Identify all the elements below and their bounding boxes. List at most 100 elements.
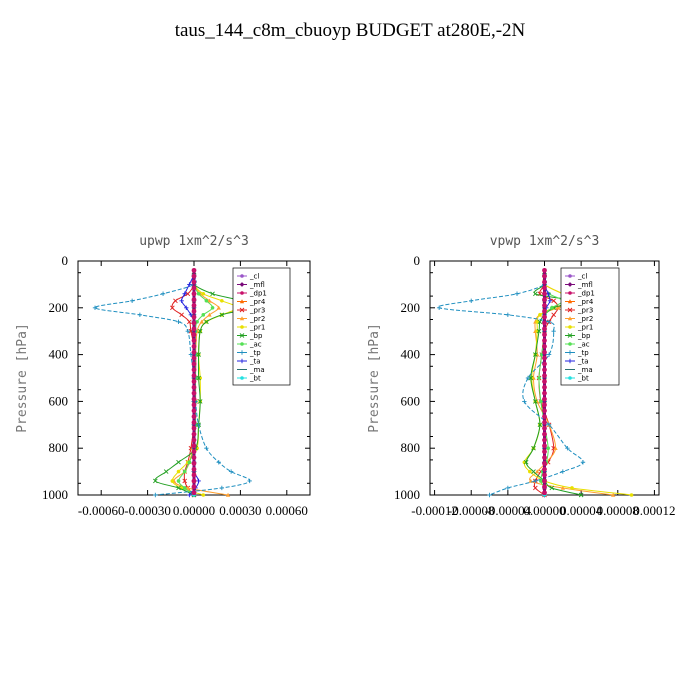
- legend-item-mfl: _mfl: [237, 281, 265, 289]
- data-point: [629, 493, 634, 497]
- legend-item-tp: _tp: [565, 349, 589, 357]
- y-tick-label: 600: [49, 393, 69, 408]
- level-marker: [191, 297, 197, 303]
- data-point: [207, 312, 212, 317]
- level-marker: [191, 344, 197, 349]
- level-marker: [191, 449, 197, 455]
- data-point: [536, 328, 542, 334]
- data-point: [184, 305, 189, 310]
- legend-item-ma: _ma: [565, 366, 593, 374]
- data-point: [176, 485, 181, 491]
- data-point: [220, 298, 224, 303]
- level-marker: [191, 285, 197, 291]
- level-marker: [191, 408, 197, 414]
- data-point: [525, 375, 531, 381]
- data-point: [216, 460, 221, 465]
- level-marker: [542, 466, 547, 472]
- data-point: [547, 298, 553, 303]
- legend-marker: [239, 358, 245, 364]
- series-pr2: [171, 272, 231, 497]
- legend-marker: [567, 282, 573, 287]
- level-marker: [542, 461, 547, 466]
- legend-item-pr2: _pr2: [237, 315, 265, 323]
- legend-item-dp1: _dp1: [565, 290, 595, 298]
- data-point: [546, 446, 550, 451]
- upwp-panel: upwp 1xm^2/s^3 Pressure [hPa] 0 200 400 600 80…: [15, 234, 311, 518]
- page-title: taus_144_c8m_cbuoyp BUDGET at280E,-2N: [174, 20, 526, 41]
- y-tick-label: 800: [49, 440, 69, 455]
- level-marker: [191, 267, 197, 273]
- data-point: [533, 399, 538, 404]
- legend-marker: [567, 299, 573, 304]
- data-point: [219, 312, 225, 318]
- legend-marker: [568, 376, 572, 380]
- data-point: [179, 312, 184, 318]
- data-point: [247, 478, 252, 484]
- level-marker: [191, 279, 197, 285]
- level-marker: [191, 361, 197, 367]
- level-marker: [542, 326, 547, 332]
- series-line: [437, 274, 584, 496]
- y-tick-label: 1000: [394, 487, 420, 502]
- data-point: [514, 291, 520, 296]
- data-point: [204, 319, 209, 325]
- data-point: [137, 312, 143, 318]
- level-marker: [542, 414, 547, 420]
- level-marker: [191, 420, 197, 425]
- y-tick-label: 600: [401, 393, 421, 408]
- legend-marker: [239, 307, 245, 313]
- level-marker: [191, 484, 197, 490]
- data-point: [535, 320, 539, 324]
- level-marker: [191, 437, 197, 443]
- level-marker: [542, 455, 547, 460]
- data-point: [182, 478, 188, 484]
- y-tick-label: 400: [401, 347, 421, 362]
- data-point: [182, 291, 187, 296]
- data-point: [153, 478, 158, 484]
- data-point: [185, 485, 191, 490]
- legend-label: _dp1: [249, 290, 267, 298]
- level-marker: [191, 349, 197, 355]
- x-tick-label: 0.00000: [523, 503, 565, 518]
- y-axis-label: Pressure [hPa]: [15, 323, 30, 433]
- level-marker: [191, 303, 197, 308]
- x-tick-label: 0.00008: [597, 503, 639, 518]
- legend-marker: [567, 307, 573, 313]
- y-tick-label: 1000: [42, 487, 68, 502]
- level-marker: [191, 396, 197, 402]
- level-marker: [542, 396, 547, 402]
- data-point: [487, 492, 492, 498]
- data-point: [565, 446, 570, 451]
- data-point: [176, 469, 181, 474]
- legend-marker: [567, 316, 573, 321]
- legend-label: _pr4: [577, 298, 594, 306]
- x-tick-label: 0.00004: [560, 503, 603, 518]
- level-marker: [191, 431, 197, 437]
- data-point: [196, 291, 201, 296]
- data-point: [531, 469, 536, 474]
- legend-item-pr2: _pr2: [565, 315, 593, 323]
- level-marker: [542, 431, 547, 437]
- x-tick-label: 0.00060: [266, 503, 308, 518]
- data-point: [553, 446, 558, 450]
- data-point: [187, 282, 192, 287]
- y-tick-label: 200: [401, 300, 421, 315]
- legend-item-mfl: _mfl: [565, 281, 593, 289]
- level-marker: [191, 490, 197, 496]
- data-point: [533, 485, 538, 491]
- data-point: [196, 478, 201, 484]
- legend: _cl_mfl_dp1_pr4_pr3_pr2_pr1_bp_ac_tp_ta_…: [232, 267, 291, 386]
- legend-item-bt: _bt: [237, 375, 261, 383]
- data-point: [570, 486, 574, 490]
- panel-title: vpwp 1xm^2/s^3: [490, 234, 600, 249]
- level-marker: [191, 443, 197, 449]
- data-point: [199, 319, 204, 324]
- level-marker: [191, 367, 197, 373]
- data-point: [176, 319, 181, 325]
- level-marker: [191, 314, 197, 320]
- legend-label: _pr4: [249, 298, 266, 306]
- data-point: [129, 298, 135, 303]
- data-point: [176, 479, 181, 483]
- legend-label: _bt: [249, 375, 261, 383]
